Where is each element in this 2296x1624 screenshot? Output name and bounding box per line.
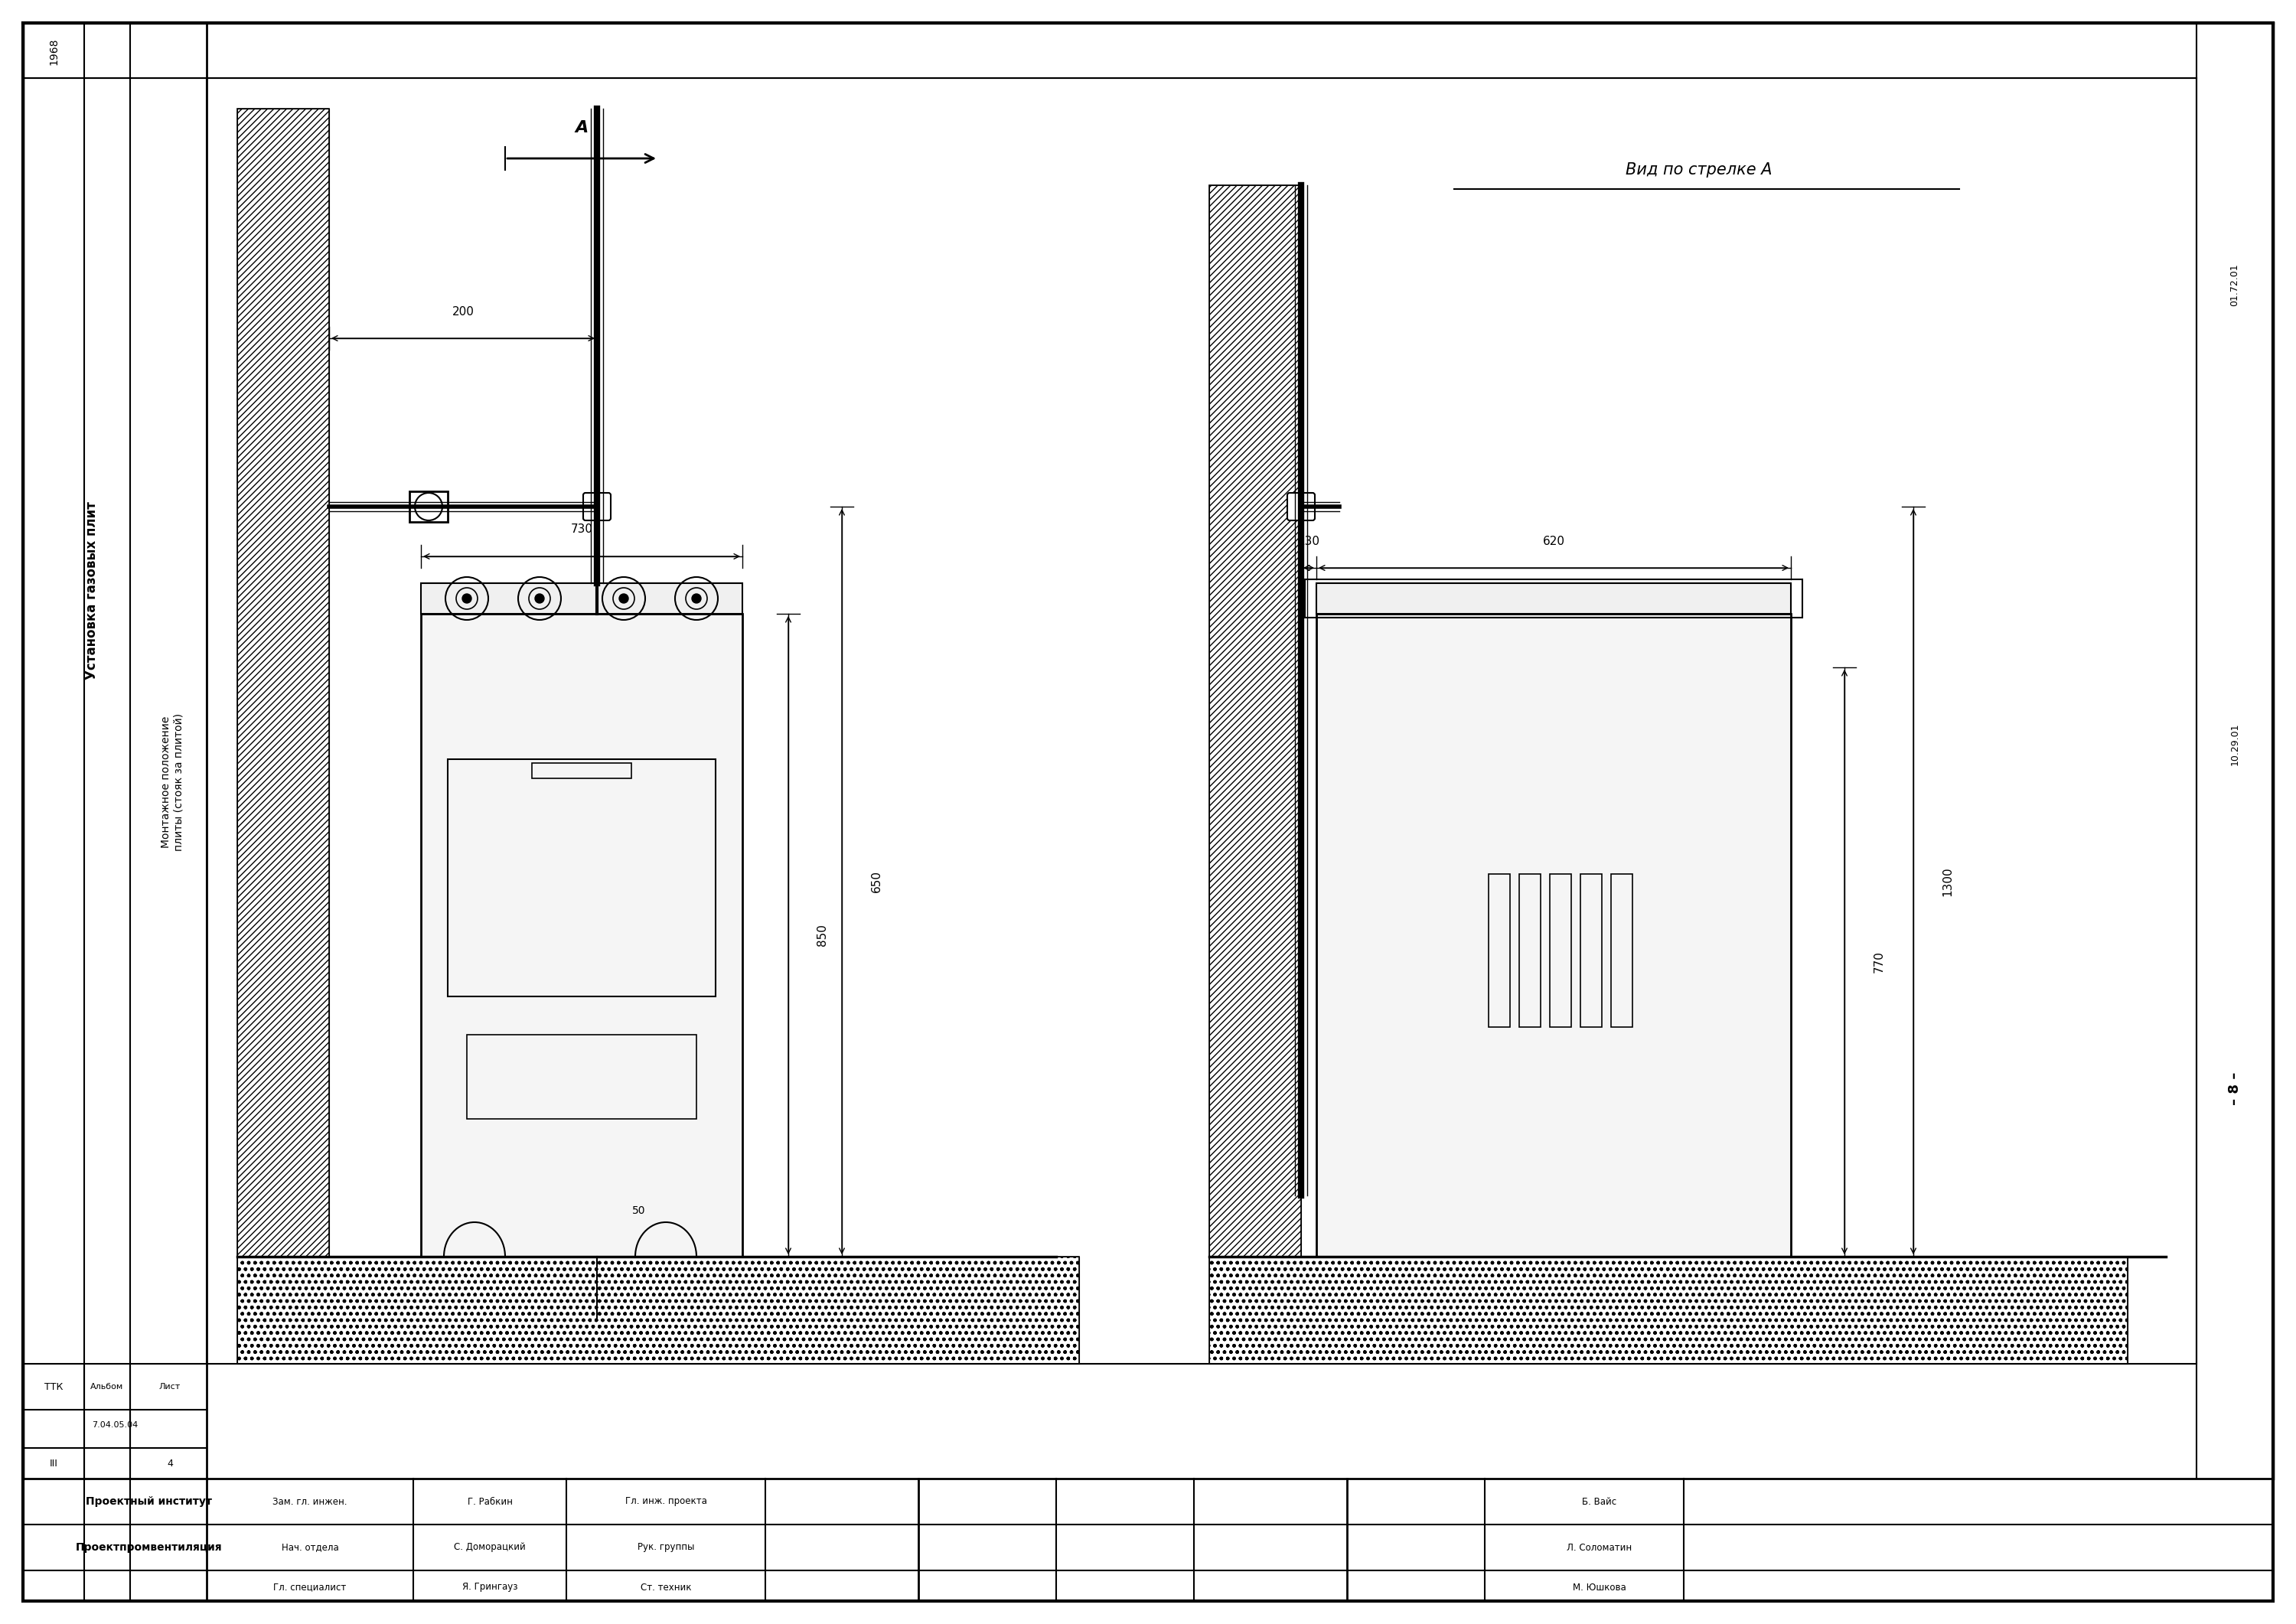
Text: Рук. группы: Рук. группы <box>638 1543 693 1553</box>
Circle shape <box>461 594 471 603</box>
Text: 130: 130 <box>1297 536 1320 547</box>
Text: Г. Рабкин: Г. Рабкин <box>468 1497 512 1507</box>
Bar <box>1210 185 1302 1257</box>
Bar <box>1580 874 1603 1026</box>
Text: Нач. отдела: Нач. отдела <box>282 1543 338 1553</box>
Bar <box>1316 614 1791 1257</box>
Bar <box>420 583 742 614</box>
Bar <box>207 78 2197 1364</box>
Text: Гл. инж. проекта: Гл. инж. проекта <box>625 1497 707 1507</box>
Bar <box>236 1257 1079 1364</box>
Text: 1300: 1300 <box>1942 867 1954 896</box>
Text: 770: 770 <box>1874 952 1885 973</box>
Bar <box>1210 1257 2128 1364</box>
Bar <box>236 109 328 1257</box>
Bar <box>1488 874 1511 1026</box>
Text: 200: 200 <box>452 305 473 317</box>
Text: 650: 650 <box>870 870 882 893</box>
Text: 7.04.05.04: 7.04.05.04 <box>92 1421 138 1429</box>
Bar <box>466 1034 696 1119</box>
Circle shape <box>535 594 544 603</box>
Text: Вид по стрелке А: Вид по стрелке А <box>1626 162 1773 177</box>
Bar <box>1210 185 1302 1257</box>
Bar <box>236 109 328 1257</box>
Bar <box>1304 580 1802 617</box>
Text: Я. Грингауз: Я. Грингауз <box>461 1582 517 1592</box>
Text: Л. Соломатин: Л. Соломатин <box>1566 1543 1632 1553</box>
FancyBboxPatch shape <box>1288 492 1316 520</box>
FancyBboxPatch shape <box>583 492 611 520</box>
Bar <box>448 758 716 997</box>
Text: 10.29.01: 10.29.01 <box>2229 723 2239 765</box>
Bar <box>236 1257 1079 1364</box>
Text: М. Юшкова: М. Юшкова <box>1573 1582 1626 1592</box>
Bar <box>1210 1257 2128 1364</box>
Bar <box>420 614 742 1257</box>
Circle shape <box>620 594 629 603</box>
Circle shape <box>691 594 700 603</box>
Text: Установка газовых плит: Установка газовых плит <box>85 502 99 680</box>
Text: Монтажное положение
плиты (стояк за плитой): Монтажное положение плиты (стояк за плит… <box>161 713 184 851</box>
Text: 50: 50 <box>631 1205 645 1216</box>
Text: ТТК: ТТК <box>44 1382 62 1392</box>
Bar <box>1316 583 1791 614</box>
Bar <box>409 492 448 521</box>
Text: Проектпромвентиляция: Проектпромвентиляция <box>76 1543 223 1553</box>
Text: Зам. гл. инжен.: Зам. гл. инжен. <box>273 1497 347 1507</box>
Text: С. Доморацкий: С. Доморацкий <box>455 1543 526 1553</box>
Bar <box>1550 874 1570 1026</box>
Text: 850: 850 <box>817 924 829 947</box>
Text: Лист: Лист <box>158 1384 181 1390</box>
Text: 1968: 1968 <box>48 37 60 65</box>
Text: III: III <box>51 1458 57 1468</box>
Text: 4: 4 <box>168 1458 172 1468</box>
Text: 01.72.01: 01.72.01 <box>2229 263 2239 305</box>
Text: Альбом: Альбом <box>90 1384 124 1390</box>
Text: 730: 730 <box>569 525 592 536</box>
Text: 620: 620 <box>1543 536 1566 547</box>
Bar <box>1612 874 1632 1026</box>
Text: Б. Вайс: Б. Вайс <box>1582 1497 1616 1507</box>
Text: А: А <box>574 120 588 135</box>
Text: Проектный институт: Проектный институт <box>87 1496 211 1507</box>
Text: Гл. специалист: Гл. специалист <box>273 1582 347 1592</box>
Text: Ст. техник: Ст. техник <box>641 1582 691 1592</box>
Text: – 8 –: – 8 – <box>2227 1072 2241 1104</box>
Bar <box>1520 874 1541 1026</box>
Bar <box>533 763 631 778</box>
